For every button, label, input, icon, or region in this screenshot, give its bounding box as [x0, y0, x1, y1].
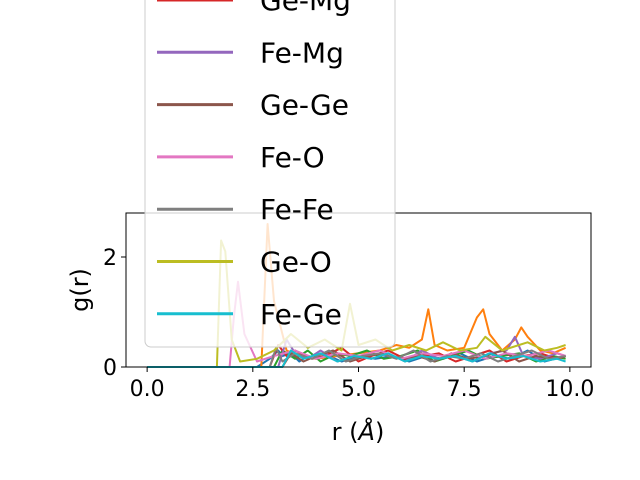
x-tick-label: 7.5 — [447, 377, 482, 402]
legend-label: Ge-Ge — [260, 89, 349, 122]
legend-item-fe-o: Fe-O — [157, 141, 325, 174]
x-tick-label: 0.0 — [130, 377, 165, 402]
y-tick-label: 2 — [103, 246, 117, 271]
legend-label: Fe-Fe — [260, 193, 334, 226]
legend-label: Fe-Ge — [260, 298, 342, 331]
legend-item-ge-ge: Ge-Ge — [157, 89, 349, 122]
y-axis-label: g(r) — [66, 268, 94, 312]
legend-item-fe-mg: Fe-Mg — [157, 36, 344, 69]
x-tick-label: 2.5 — [235, 377, 270, 402]
legend-label: Ge-O — [260, 246, 332, 279]
series-line-fe-ge — [147, 349, 566, 368]
y-axis-ticks: 02 — [103, 246, 126, 381]
y-tick-label: 0 — [103, 356, 117, 381]
legend-label: Fe-Mg — [260, 36, 344, 69]
legend-label: Ge-Mg — [260, 0, 351, 17]
legend-label: Fe-O — [260, 141, 325, 174]
legend-item-ge-mg: Ge-Mg — [157, 0, 351, 17]
legend-item-fe-fe: Fe-Fe — [157, 193, 334, 226]
x-tick-label: 10.0 — [545, 377, 594, 402]
series-lines — [147, 223, 567, 368]
legend: Ge-Mg Fe-Mg Ge-Ge Fe-O Fe-Fe Ge-O Fe-Ge — [144, 0, 396, 348]
legend-item-fe-ge: Fe-Ge — [157, 298, 342, 331]
x-tick-label: 5.0 — [341, 377, 376, 402]
legend-item-ge-o: Ge-O — [157, 246, 332, 279]
x-axis-label: r (Å) — [332, 417, 385, 446]
x-axis-ticks: 0.0 2.5 5.0 7.5 10.0 — [130, 367, 594, 402]
